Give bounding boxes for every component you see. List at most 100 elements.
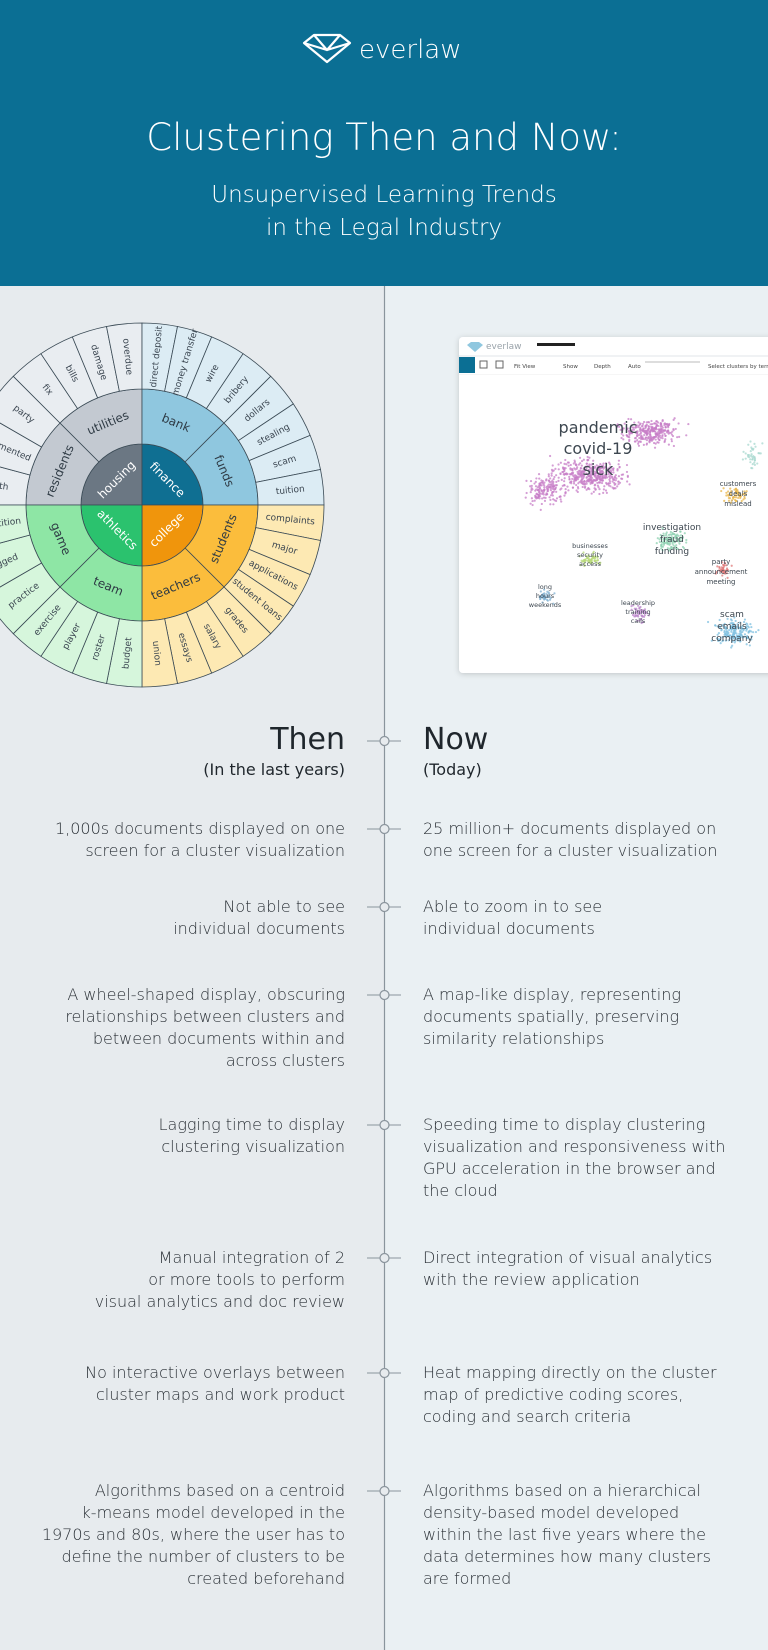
map-dot xyxy=(650,425,653,428)
map-dot xyxy=(554,484,557,487)
map-dot xyxy=(560,478,563,482)
map-cluster-label: weekends xyxy=(529,601,562,609)
map-dot xyxy=(667,443,670,446)
map-dot xyxy=(667,424,670,427)
map-dot xyxy=(672,444,675,448)
map-dot xyxy=(653,422,656,425)
map-dot xyxy=(588,464,591,467)
map-dot xyxy=(732,622,735,625)
map-dot xyxy=(741,458,744,461)
map-dot xyxy=(639,432,642,435)
map-dot xyxy=(582,471,585,474)
map-dot xyxy=(530,488,533,492)
map-dot xyxy=(612,471,615,474)
map-dot xyxy=(595,472,598,475)
map-dot xyxy=(543,499,547,502)
map-dot xyxy=(540,489,544,492)
map-dot xyxy=(580,559,583,562)
wheel-leaf-label: tuition xyxy=(275,484,305,497)
map-dot xyxy=(734,494,737,497)
map-dot xyxy=(588,456,591,459)
map-cluster-label: calls xyxy=(631,617,646,625)
map-dot xyxy=(547,592,551,595)
map-dot xyxy=(536,496,539,500)
map-dot xyxy=(737,492,740,495)
map-dot xyxy=(668,431,671,434)
map-dot xyxy=(539,483,542,486)
map-dot xyxy=(652,437,656,440)
map-dot xyxy=(617,463,620,466)
map-dot xyxy=(577,463,580,466)
map-dot xyxy=(640,614,643,617)
map-dot xyxy=(633,440,637,443)
map-dot xyxy=(582,551,585,554)
map-dot xyxy=(644,426,647,430)
map-dot xyxy=(530,497,534,500)
map-dot xyxy=(729,493,732,496)
timeline-node xyxy=(379,1119,390,1131)
map-dot xyxy=(641,422,645,426)
map-dot xyxy=(613,483,616,486)
map-dot xyxy=(585,488,588,491)
map-dot xyxy=(590,476,594,480)
map-dot xyxy=(579,467,582,470)
map-dot xyxy=(628,431,631,434)
map-dot xyxy=(640,434,643,437)
row-line: Speeding time to display clustering xyxy=(423,1115,706,1134)
map-dot xyxy=(636,614,639,617)
map-dot xyxy=(601,464,605,467)
map-dot xyxy=(668,543,671,546)
map-dot xyxy=(656,433,659,436)
map-dot xyxy=(649,429,653,432)
row-line: individual documents xyxy=(173,919,345,938)
row-line: Lagging time to display xyxy=(158,1115,345,1134)
map-dot xyxy=(658,540,661,544)
map-dot xyxy=(563,462,566,465)
map-dot xyxy=(659,436,662,439)
map-dot xyxy=(564,458,567,462)
map-dot xyxy=(731,624,734,627)
title: Clustering Then and Now: xyxy=(146,116,621,159)
map-dot xyxy=(576,478,579,481)
map-dot xyxy=(602,491,605,494)
map-dot xyxy=(612,478,615,481)
map-dot xyxy=(598,478,602,481)
map-tool-active xyxy=(459,357,475,373)
map-dot xyxy=(600,481,604,485)
map-dot xyxy=(730,638,733,641)
map-dot xyxy=(572,482,576,485)
row-text: A map-like display, representing document… xyxy=(423,984,681,1050)
row-line: one screen for a cluster visualization xyxy=(423,841,718,860)
map-dot xyxy=(608,478,611,481)
map-dot xyxy=(631,613,635,617)
map-dot xyxy=(730,619,733,622)
map-dot xyxy=(739,640,742,643)
map-dot xyxy=(614,474,617,477)
map-dot xyxy=(654,442,657,445)
map-dot xyxy=(664,438,667,441)
row-text: Speeding time to display clustering visua… xyxy=(423,1114,725,1202)
map-dot xyxy=(732,495,735,499)
map-dot xyxy=(559,461,562,464)
map-dot xyxy=(676,533,679,536)
map-cluster-label: pandemic xyxy=(559,418,638,437)
map-dot xyxy=(649,423,652,426)
map-cluster-label: fraud xyxy=(660,535,684,545)
map-dot xyxy=(585,476,588,479)
map-dot xyxy=(677,534,680,537)
map-dot xyxy=(687,422,690,426)
map-dot xyxy=(685,538,688,542)
map-dot xyxy=(725,626,728,630)
map-dot xyxy=(638,619,641,622)
map-dot xyxy=(608,461,611,464)
map-dot xyxy=(751,463,754,466)
map-dot xyxy=(571,486,575,489)
map-dot xyxy=(737,637,740,640)
map-dot xyxy=(673,417,676,420)
map-dot xyxy=(738,635,742,638)
map-dot xyxy=(590,559,593,562)
map-dot xyxy=(603,474,606,477)
map-dot xyxy=(552,477,555,481)
map-bottom xyxy=(459,374,768,375)
row-text: Direct integration of visual analytics wi… xyxy=(423,1247,712,1291)
